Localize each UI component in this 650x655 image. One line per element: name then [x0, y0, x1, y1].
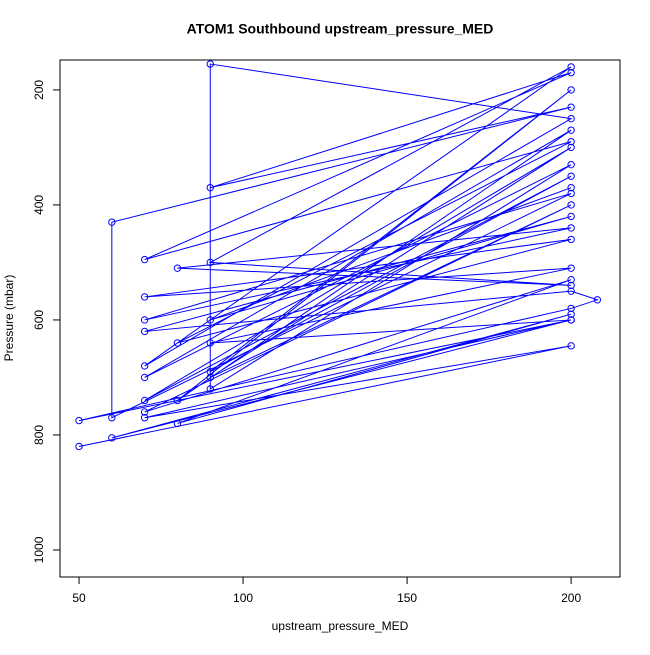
- data-point: [75, 442, 83, 451]
- x-tick-label: 100: [233, 591, 253, 605]
- data-point: [567, 235, 575, 244]
- data-point: [206, 385, 214, 393]
- chart-title: ATOM1 Southbound upstream_pressure_MED: [187, 21, 494, 37]
- x-tick-label: 200: [561, 591, 581, 605]
- x-tick-label: 150: [397, 591, 417, 605]
- x-axis-label: upstream_pressure_MED: [272, 619, 409, 633]
- data-point: [140, 414, 149, 422]
- data-point: [140, 362, 149, 370]
- data-point: [206, 183, 214, 192]
- data-point: [567, 201, 575, 209]
- data-point: [567, 212, 575, 221]
- data-point: [567, 224, 575, 232]
- data-point: [173, 264, 182, 272]
- data-point: [140, 316, 149, 324]
- data-point: [140, 396, 149, 405]
- data-point: [567, 160, 575, 169]
- data-point: [108, 414, 116, 422]
- data-point: [567, 310, 575, 318]
- data-point: [567, 143, 575, 152]
- data-point: [567, 304, 575, 313]
- data-point: [567, 316, 575, 324]
- data-point: [173, 396, 182, 405]
- data-point: [206, 373, 214, 382]
- data-point: [567, 275, 575, 284]
- data-point: [173, 339, 182, 347]
- data-point: [140, 408, 149, 416]
- data-point: [567, 183, 575, 192]
- plot-area: [75, 60, 602, 451]
- series-line: [78, 63, 599, 447]
- data-point: [140, 293, 149, 301]
- data-point: [206, 60, 214, 68]
- data-point: [108, 218, 116, 226]
- y-tick-label: 1000: [32, 536, 46, 563]
- y-tick-label: 400: [32, 195, 46, 215]
- data-point: [567, 63, 575, 71]
- data-point: [567, 114, 575, 123]
- data-point: [567, 103, 575, 111]
- y-tick-label: 200: [32, 80, 46, 100]
- data-point: [567, 68, 575, 77]
- x-tick-label: 50: [72, 591, 86, 605]
- data-point: [173, 419, 182, 428]
- data-point: [567, 281, 575, 290]
- data-point: [567, 189, 575, 198]
- data-point: [567, 137, 575, 146]
- data-point: [567, 342, 575, 350]
- data-point: [567, 264, 575, 272]
- data-point: [206, 258, 214, 267]
- data-point: [567, 287, 575, 295]
- data-point: [140, 327, 149, 336]
- data-point: [140, 373, 149, 382]
- data-point: [206, 316, 214, 324]
- data-point: [567, 86, 575, 94]
- data-point: [593, 296, 602, 304]
- data-point: [206, 367, 214, 376]
- data-point: [75, 416, 83, 425]
- y-axis-label: Pressure (mbar): [2, 275, 16, 362]
- data-point: [108, 434, 116, 442]
- data-point: [206, 339, 214, 347]
- data-point: [140, 255, 149, 264]
- data-point: [567, 126, 575, 134]
- y-tick-label: 800: [32, 425, 46, 445]
- plot-frame: [59, 59, 621, 578]
- data-point: [567, 172, 575, 180]
- y-tick-label: 600: [32, 310, 46, 330]
